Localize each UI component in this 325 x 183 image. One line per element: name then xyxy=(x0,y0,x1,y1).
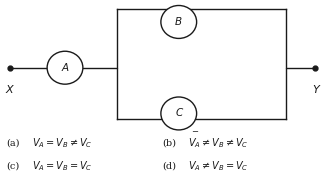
Text: Y: Y xyxy=(312,85,318,95)
Text: $V_A \neq V_B = V_C$: $V_A \neq V_B = V_C$ xyxy=(188,160,249,173)
Text: X: X xyxy=(6,85,14,95)
Ellipse shape xyxy=(161,97,197,130)
Text: B: B xyxy=(175,17,182,27)
Text: A: A xyxy=(61,63,69,73)
Text: $V_A = V_B \neq V_C$: $V_A = V_B \neq V_C$ xyxy=(32,136,93,150)
Ellipse shape xyxy=(161,5,197,38)
Text: (b): (b) xyxy=(162,138,176,147)
Text: (a): (a) xyxy=(6,138,20,147)
Text: C: C xyxy=(175,109,182,118)
Text: −: − xyxy=(191,127,199,136)
Text: (d): (d) xyxy=(162,162,176,171)
Text: $V_A = V_B = V_C$: $V_A = V_B = V_C$ xyxy=(32,160,93,173)
Ellipse shape xyxy=(47,51,83,84)
Text: (c): (c) xyxy=(6,162,20,171)
Text: $V_A \neq V_B \neq V_C$: $V_A \neq V_B \neq V_C$ xyxy=(188,136,249,150)
